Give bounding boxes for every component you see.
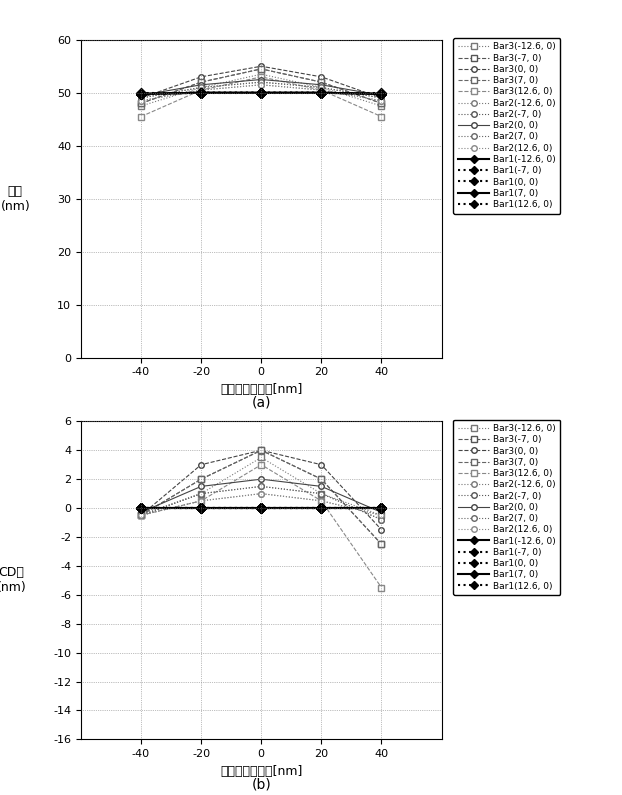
Text: (a): (a) [251,396,271,410]
Text: (b): (b) [251,778,271,792]
X-axis label: デフォーカス量[nm]: デフォーカス量[nm] [220,765,302,778]
Legend: Bar3(-12.6, 0), Bar3(-7, 0), Bar3(0, 0), Bar3(7, 0), Bar3(12.6, 0), Bar2(-12.6, : Bar3(-12.6, 0), Bar3(-7, 0), Bar3(0, 0),… [453,420,560,595]
X-axis label: デフォーカス量[nm]: デフォーカス量[nm] [220,383,302,396]
Legend: Bar3(-12.6, 0), Bar3(-7, 0), Bar3(0, 0), Bar3(7, 0), Bar3(12.6, 0), Bar2(-12.6, : Bar3(-12.6, 0), Bar3(-7, 0), Bar3(0, 0),… [453,38,560,214]
Y-axis label: CD差
(nm): CD差 (nm) [0,566,26,595]
Y-axis label: 線幅
(nm): 線幅 (nm) [1,184,30,213]
